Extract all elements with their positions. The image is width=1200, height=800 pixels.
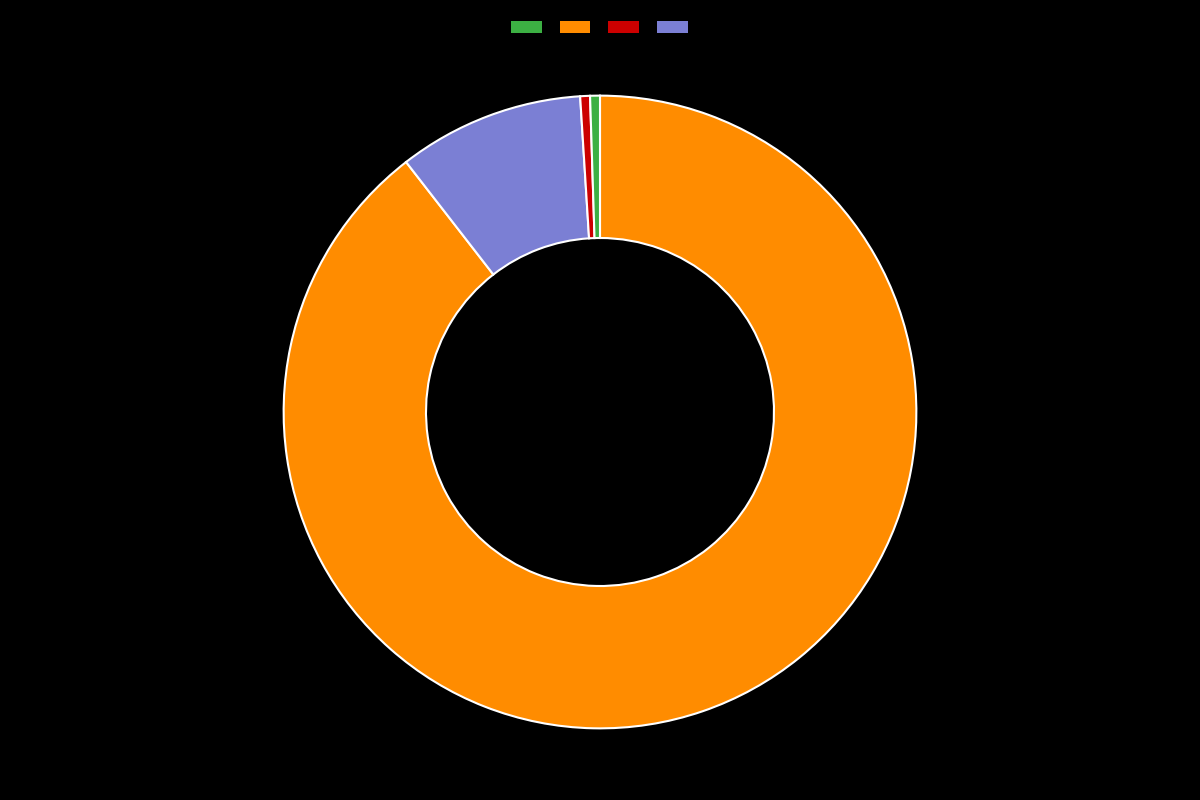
Wedge shape — [406, 96, 589, 274]
Wedge shape — [580, 96, 594, 238]
Wedge shape — [590, 96, 600, 238]
Wedge shape — [283, 96, 917, 728]
Legend: , , , : , , , — [505, 15, 695, 40]
